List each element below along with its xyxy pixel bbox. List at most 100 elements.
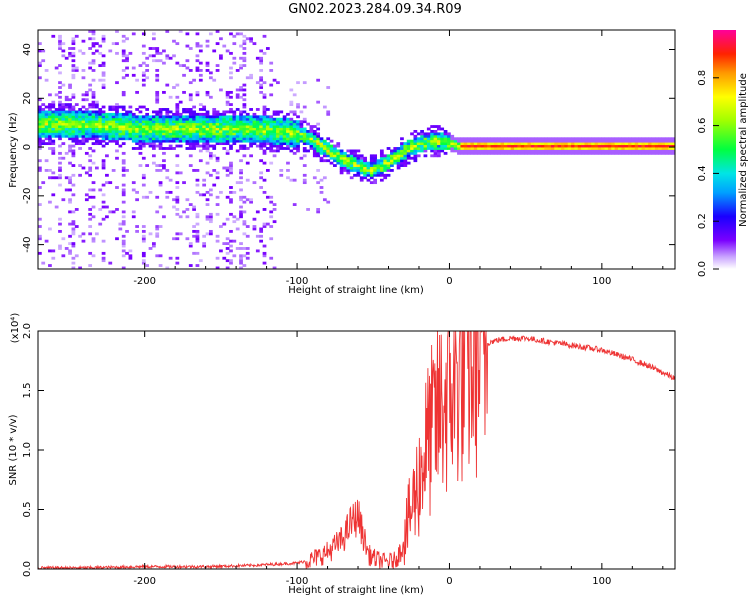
spectrogram-cell <box>597 149 602 153</box>
spectrogram-cell <box>198 149 203 153</box>
spectrogram-cell <box>98 222 103 226</box>
spectrogram-cell <box>262 144 267 148</box>
spectrogram-cell <box>225 149 230 153</box>
spectrogram-cell <box>265 115 270 119</box>
spectrogram-cell <box>41 59 46 63</box>
spectrogram-cell <box>182 117 186 121</box>
spectrogram-cell <box>450 144 455 148</box>
spectrogram-cell <box>44 127 49 131</box>
spectrogram-cell <box>571 151 575 155</box>
spectrogram-cell <box>262 34 267 38</box>
spectrogram-cell <box>229 249 233 253</box>
spectrogram-cell <box>648 142 652 146</box>
spectrogram-cell <box>115 156 119 160</box>
spectrogram-cell <box>654 144 659 148</box>
spectrogram-cell <box>212 183 217 187</box>
spectrogram-cell <box>366 161 371 165</box>
spectrogram-cell <box>507 151 512 155</box>
spectrogram-cell <box>272 142 277 146</box>
spectrogram-cell <box>255 81 260 85</box>
spectrogram-cell <box>121 34 126 38</box>
spectrogram-cell <box>98 44 103 48</box>
spectrogram-cell <box>195 169 200 172</box>
spectrogram-cell <box>64 132 69 136</box>
spectrogram-cell <box>242 88 247 92</box>
spectrogram-cell <box>400 161 404 165</box>
spectrogram-cell <box>601 149 605 153</box>
spectrogram-cell <box>175 110 180 114</box>
spectrogram-cell <box>591 142 595 146</box>
spectrogram-cell <box>192 132 196 136</box>
spectrogram-cell <box>242 51 247 55</box>
spectrogram-cell <box>165 139 170 143</box>
spectrogram-cell <box>286 161 290 165</box>
spectrogram-cell <box>58 42 62 46</box>
spectrogram-cell <box>239 144 243 148</box>
spectrogram-cell <box>554 144 559 148</box>
spectrogram-cell <box>638 142 642 146</box>
spectrogram-cell <box>641 142 646 146</box>
spectrogram-cell <box>249 144 253 148</box>
spectrogram-cell <box>175 61 180 65</box>
spectrogram-cell <box>631 149 636 153</box>
spectrogram-cell <box>121 115 126 119</box>
spectrogram-cell <box>64 127 69 131</box>
spectrogram-cell <box>651 139 656 143</box>
spectrogram-cell <box>192 110 196 114</box>
spectrogram-cell <box>571 147 575 150</box>
spectrogram-cell <box>390 151 394 155</box>
spectrogram-cell <box>597 139 602 143</box>
spectrogram-cell <box>396 151 401 155</box>
spectrogram-cell <box>192 112 196 116</box>
spectrogram-cell <box>172 125 176 128</box>
spectrogram-cell <box>252 217 257 221</box>
spectrogram-cell <box>151 142 156 146</box>
spectrogram-cell <box>88 169 93 172</box>
spectrogram-cell <box>447 134 451 138</box>
spectrogram-cell <box>262 251 267 255</box>
spectrogram-cell <box>71 95 76 99</box>
spectrogram-cell <box>58 103 62 106</box>
spectrogram-cell <box>229 71 233 75</box>
spectrogram-cell <box>242 144 247 148</box>
spectrogram-cell <box>185 122 190 126</box>
spectrogram-cell <box>316 132 321 136</box>
spectrogram-cell <box>430 142 435 146</box>
spectrogram-cell <box>597 137 602 141</box>
spectrogram-cell <box>105 115 109 119</box>
spectrogram-cell <box>84 117 89 121</box>
spectrogram-cell <box>195 59 200 63</box>
spectrogram-cell <box>671 147 675 150</box>
spectrogram-cell <box>205 132 210 136</box>
spectrogram-cell <box>61 83 66 87</box>
spectrogram-cell <box>44 105 49 109</box>
spectrogram-cell <box>88 117 93 121</box>
spectrogram-cell <box>158 169 163 172</box>
spectrogram-cell <box>245 120 250 124</box>
spectrogram-cell <box>71 137 76 141</box>
spectrogram-cell <box>286 127 290 131</box>
spectrogram-cell <box>336 149 341 153</box>
spectrogram-cell <box>198 193 203 197</box>
spectrogram-cell <box>239 139 243 143</box>
spectrogram-cell <box>460 151 465 155</box>
spectrogram-cell <box>229 139 233 143</box>
spectrogram-cell <box>168 129 173 133</box>
spectrogram-cell <box>121 190 126 194</box>
spectrogram-cell <box>654 147 659 150</box>
spectrogram-cell <box>272 125 277 128</box>
spectrogram-cell <box>390 149 394 153</box>
spectrogram-cell <box>188 47 193 50</box>
spectrogram-cell <box>205 122 210 126</box>
spectrogram-cell <box>158 134 163 138</box>
spectrogram-cell <box>239 195 243 199</box>
spectrogram-cell <box>172 122 176 126</box>
spectrogram-cell <box>111 127 116 131</box>
spectrogram-cell <box>195 93 200 97</box>
spectrogram-cell <box>141 156 146 160</box>
spectrogram-cell <box>302 105 307 109</box>
spectrogram-cell <box>78 125 82 128</box>
spectrogram-cell <box>265 120 270 124</box>
spectrogram-cell <box>436 142 441 146</box>
spectrogram-cell <box>648 149 652 153</box>
